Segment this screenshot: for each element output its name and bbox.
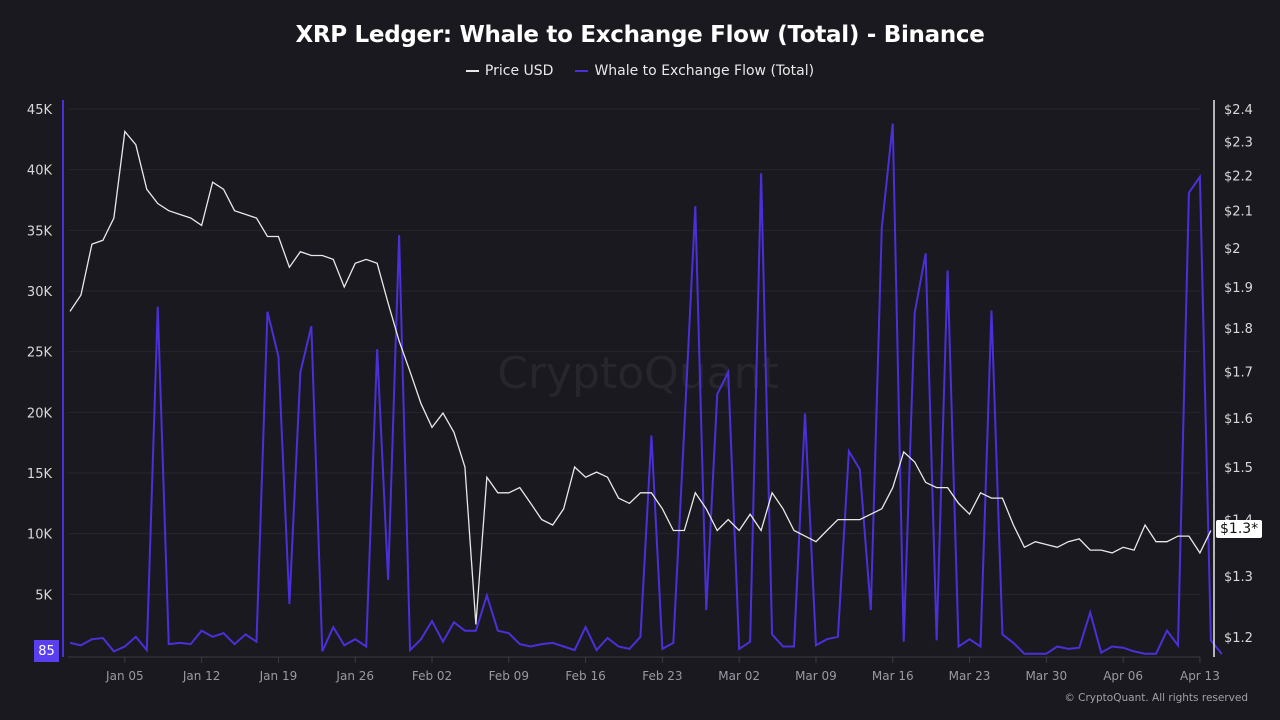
x-tick-label: Feb 02 <box>412 669 452 683</box>
left-tick-label: 10K <box>27 528 53 543</box>
watermark: CryptoQuant <box>497 348 779 399</box>
right-tick-label: $2 <box>1224 242 1241 257</box>
left-tick-label: 30K <box>27 285 53 300</box>
x-tick-label: Mar 16 <box>872 669 914 683</box>
left-axis: 5K 10K 15K 20K 25K 30K 35K 40K 45K <box>27 103 53 603</box>
x-tick-label: Jan 05 <box>105 669 144 683</box>
left-tick-label: 15K <box>27 467 53 482</box>
left-tick-label: 40K <box>27 164 53 179</box>
right-tick-label: $1.7 <box>1224 366 1253 381</box>
right-tick-label: $2.3 <box>1224 135 1253 150</box>
x-tick-label: Jan 19 <box>259 669 298 683</box>
left-tick-label: 45K <box>27 103 53 118</box>
x-axis: Jan 05 Jan 12 Jan 19 Jan 26 Feb 02 Feb 09 Feb … <box>105 657 1220 683</box>
right-tick-label: $1.9 <box>1224 281 1253 296</box>
right-tick-label: $1.5 <box>1224 461 1253 476</box>
legend: Price USD Whale to Exchange Flow (Total) <box>0 63 1280 79</box>
x-tick-label: Mar 02 <box>718 669 760 683</box>
x-tick-label: Apr 06 <box>1103 669 1143 683</box>
last-price-value-badge: $1.3* <box>1216 520 1263 538</box>
x-tick-label: Jan 26 <box>335 669 374 683</box>
x-tick-label: Jan 12 <box>182 669 221 683</box>
x-tick-label: Mar 09 <box>795 669 837 683</box>
last-flow-value-badge: 85 <box>34 640 59 662</box>
right-axis: $1.2$1.3$1.4$1.5$1.6$1.7$1.8$1.9$2$2.1$2… <box>1224 103 1253 646</box>
chart-title: XRP Ledger: Whale to Exchange Flow (Tota… <box>295 22 985 48</box>
right-tick-label: $1.2 <box>1224 631 1253 646</box>
legend-label-flow: Whale to Exchange Flow (Total) <box>594 63 815 79</box>
x-tick-label: Feb 16 <box>565 669 605 683</box>
series-layer <box>69 123 1223 655</box>
right-tick-label: $1.3 <box>1224 570 1253 585</box>
x-tick-label: Apr 13 <box>1180 669 1220 683</box>
right-tick-label: $2.4 <box>1224 103 1253 118</box>
left-tick-label: 20K <box>27 406 53 421</box>
x-tick-label: Feb 23 <box>642 669 682 683</box>
left-tick-label: 25K <box>27 346 53 361</box>
right-tick-label: $1.8 <box>1224 322 1253 337</box>
x-tick-label: Mar 23 <box>949 669 991 683</box>
gridlines <box>68 108 1200 658</box>
copyright: © CryptoQuant. All rights reserved <box>1064 692 1248 704</box>
right-tick-label: $1.6 <box>1224 412 1253 427</box>
series-line-whale-flow <box>69 123 1223 655</box>
legend-item-flow[interactable]: Whale to Exchange Flow (Total) <box>575 63 814 79</box>
left-tick-label: 35K <box>27 224 53 239</box>
right-tick-label: $2.1 <box>1224 205 1253 220</box>
left-tick-label: 5K <box>35 588 52 603</box>
legend-item-price[interactable]: Price USD <box>465 63 554 79</box>
legend-swatch-price <box>465 70 479 72</box>
legend-swatch-flow <box>575 70 589 72</box>
right-tick-label: $2.2 <box>1224 169 1253 184</box>
x-tick-label: Feb 09 <box>489 669 529 683</box>
legend-label-price: Price USD <box>484 63 554 79</box>
x-tick-label: Mar 30 <box>1025 669 1067 683</box>
